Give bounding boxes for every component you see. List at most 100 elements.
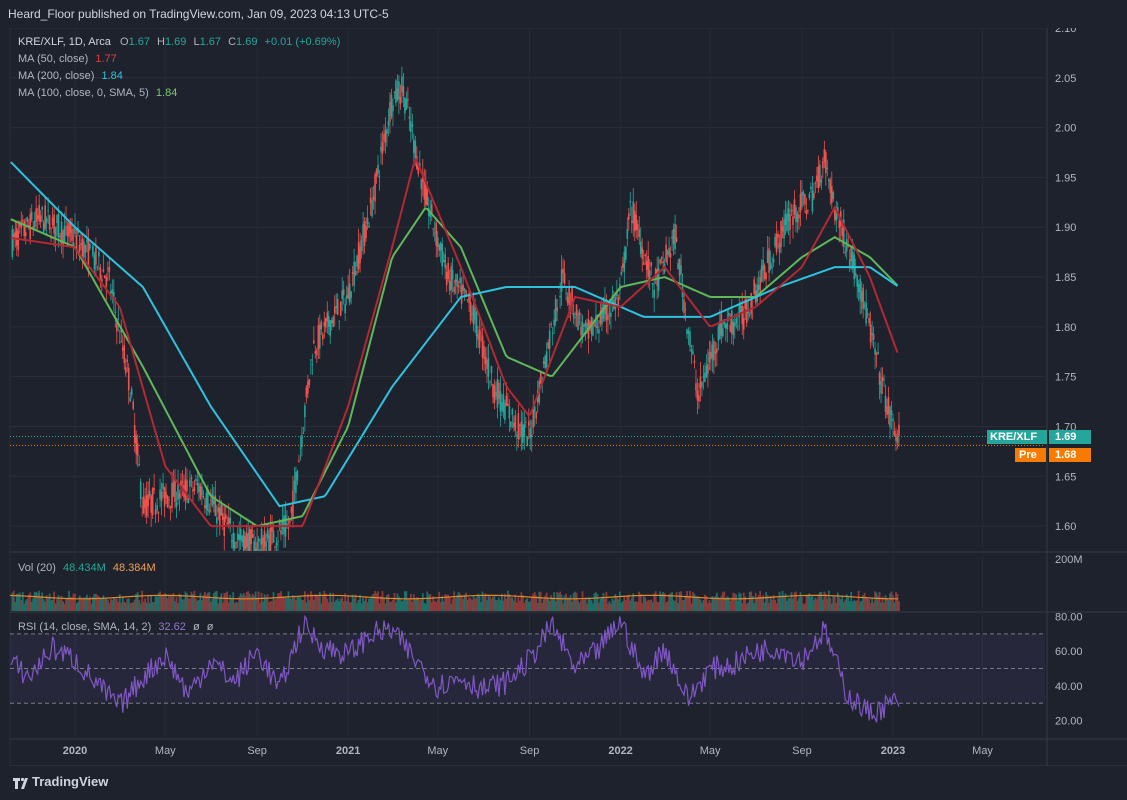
volume-bar xyxy=(17,593,20,611)
volume-bar xyxy=(45,595,48,611)
volume-bar xyxy=(311,594,314,611)
volume-bar xyxy=(624,599,627,611)
candle-body xyxy=(296,470,299,481)
ma100-legend[interactable]: MA (100, close, 0, SMA, 5) 1.84 xyxy=(18,87,177,99)
volume-bar xyxy=(626,595,629,611)
volume-bar xyxy=(69,596,72,611)
volume-bar xyxy=(153,602,156,611)
volume-bar xyxy=(65,597,67,611)
candle-body xyxy=(245,533,248,548)
candle-body xyxy=(550,324,552,325)
time-tick-label: May xyxy=(427,745,448,757)
candle-body xyxy=(535,412,538,419)
candle-body xyxy=(759,276,761,292)
volume-bar xyxy=(99,599,102,611)
tradingview-brand[interactable]: TradingView xyxy=(32,774,109,789)
candle-body xyxy=(41,207,43,210)
volume-bar xyxy=(726,596,729,611)
candle-body xyxy=(351,272,354,274)
candle-body xyxy=(424,182,427,205)
publish-header: Heard_Floor published on TradingView.com… xyxy=(0,0,1127,28)
volume-bar xyxy=(774,599,776,611)
candle-body xyxy=(405,98,408,110)
candle-body xyxy=(393,91,396,93)
volume-bar xyxy=(189,598,191,611)
volume-bar xyxy=(420,599,423,611)
candle-body xyxy=(118,341,121,343)
volume-bar xyxy=(444,594,447,611)
volume-legend[interactable]: Vol (20) 48.434M 48.384M xyxy=(18,562,156,574)
volume-bar xyxy=(612,600,615,611)
candle-body xyxy=(280,530,282,535)
volume-bar xyxy=(548,601,551,611)
candle-body xyxy=(513,422,515,428)
candle-body xyxy=(469,301,472,321)
candle-body xyxy=(507,403,509,407)
candle-body xyxy=(553,319,555,326)
candle-body xyxy=(890,410,893,416)
candle-body xyxy=(60,221,63,244)
candle-body xyxy=(499,391,502,412)
volume-bar xyxy=(468,597,470,611)
low-label: L xyxy=(193,36,200,48)
volume-bar xyxy=(339,598,342,611)
candle-body xyxy=(33,220,36,227)
volume-bar xyxy=(68,590,70,611)
candle-body xyxy=(896,437,899,443)
volume-bar xyxy=(860,600,863,611)
candle-body xyxy=(289,520,291,523)
symbol-legend[interactable]: KRE/XLF, 1D, Arca O1.67 H1.69 L1.67 C1.6… xyxy=(18,36,340,48)
candle-body xyxy=(254,548,257,551)
volume-bar xyxy=(427,594,430,611)
candle-body xyxy=(350,291,352,298)
candle-body xyxy=(866,313,869,315)
volume-bar xyxy=(298,597,300,611)
volume-bar xyxy=(166,598,169,611)
volume-bar xyxy=(733,593,736,611)
candle-body xyxy=(371,200,373,217)
rsi-legend[interactable]: RSI (14, close, SMA, 14, 2) 32.62 ø ø xyxy=(18,621,213,633)
volume-bar xyxy=(557,593,560,611)
candle-body xyxy=(665,244,667,263)
ma50-legend[interactable]: MA (50, close) 1.77 xyxy=(18,53,117,65)
candle-body xyxy=(63,225,66,243)
volume-bar xyxy=(181,599,184,611)
volume-bar xyxy=(830,603,833,611)
volume-bar xyxy=(544,595,547,611)
candle-body xyxy=(426,188,429,206)
symbol-label[interactable]: KRE/XLF, 1D, Arca xyxy=(18,36,111,48)
volume-bar xyxy=(62,601,64,611)
candle-body xyxy=(113,292,115,297)
volume-bar xyxy=(289,598,291,611)
candle-body xyxy=(196,483,199,486)
volume-bar xyxy=(818,592,821,611)
volume-bar xyxy=(139,603,142,611)
volume-bar xyxy=(593,593,596,611)
candle-body xyxy=(825,152,827,174)
volume-bar xyxy=(826,598,829,611)
volume-bar xyxy=(220,593,223,611)
volume-tick-label: 200M xyxy=(1055,554,1083,566)
candle-body xyxy=(404,97,406,114)
candle-body xyxy=(171,483,173,508)
volume-bar xyxy=(224,592,227,611)
volume-bar xyxy=(96,595,99,611)
candle-body xyxy=(192,489,194,492)
candle-body xyxy=(154,509,157,515)
volume-bar xyxy=(215,591,218,611)
volume-bar xyxy=(750,591,753,611)
candle-body xyxy=(272,530,275,543)
candle-body xyxy=(690,348,693,352)
candle-body xyxy=(747,309,750,314)
candle-body xyxy=(145,495,148,517)
tradingview-logo-icon[interactable] xyxy=(12,775,30,791)
candle-body xyxy=(402,86,405,97)
candle-body xyxy=(762,260,764,271)
candle-body xyxy=(136,443,139,456)
ma200-legend[interactable]: MA (200, close) 1.84 xyxy=(18,70,123,82)
candle-body xyxy=(574,316,576,319)
candle-body xyxy=(433,232,436,234)
candle-body xyxy=(532,409,535,428)
volume-bar xyxy=(226,591,229,611)
